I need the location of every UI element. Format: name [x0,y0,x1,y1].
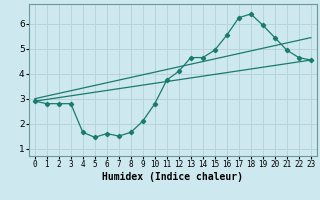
X-axis label: Humidex (Indice chaleur): Humidex (Indice chaleur) [102,172,243,182]
